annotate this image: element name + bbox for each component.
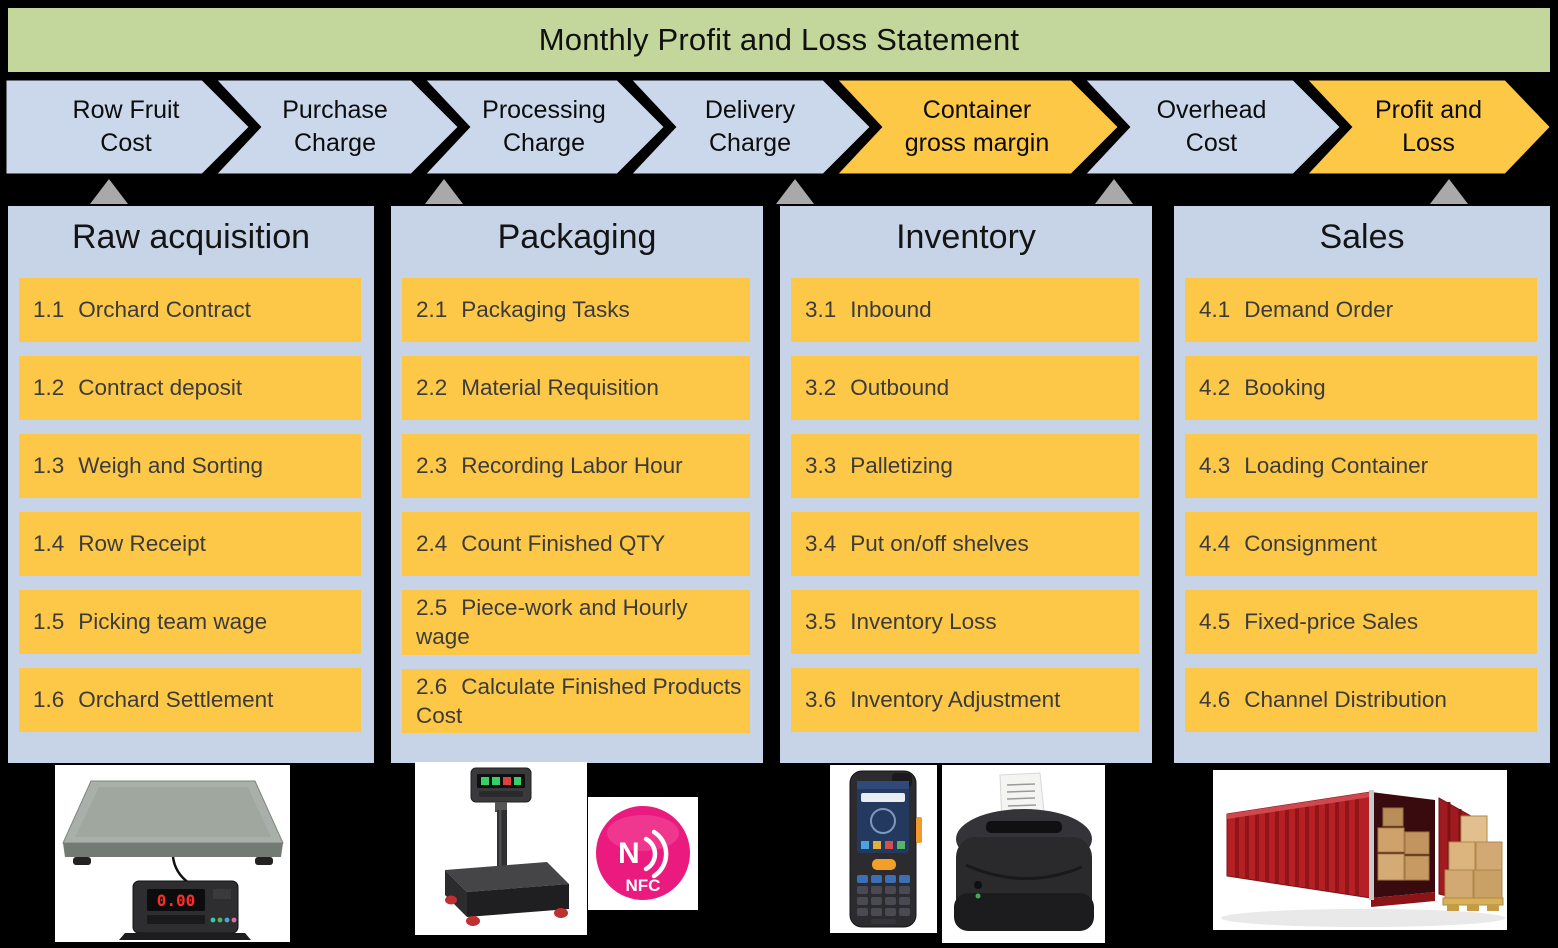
page-title: Monthly Profit and Loss Statement <box>538 22 1020 57</box>
list-item: 3.6 Inventory Adjustment <box>791 668 1139 732</box>
list-item: 1.4 Row Receipt <box>19 512 361 576</box>
panel-title: Raw acquisition <box>71 218 311 256</box>
list-item: 2.5 Piece-work and Hourly wage <box>402 590 750 655</box>
panel-sales: Sales 4.1 Demand Order 4.2 Booking 4.3 Load… <box>1174 206 1550 763</box>
flow-step-label: Row Fruit Cost <box>72 96 180 157</box>
list-item: 1.3 Weigh and Sorting <box>19 434 361 498</box>
list-item: 3.2 Outbound <box>791 356 1139 420</box>
title-bar: Monthly Profit and Loss Statement <box>8 8 1550 72</box>
list-item: 4.3 Loading Container <box>1185 434 1537 498</box>
floor-scale-image: 0.00 <box>55 765 290 942</box>
connector-triangle-icon <box>425 179 463 204</box>
panel-item-list: 3.1 Inbound 3.2 Outbound 3.3 Palletizing 3.… <box>791 278 1139 732</box>
nfc-tag-image: N NFC <box>588 797 698 910</box>
list-item: 4.4 Consignment <box>1185 512 1537 576</box>
panel-title: Sales <box>1319 218 1405 256</box>
panel-title: Packaging <box>497 218 657 256</box>
flow-step-label: Purchase Charge <box>282 96 388 157</box>
handheld-scanner-image <box>830 765 937 933</box>
nfc-glyph: N <box>618 837 640 870</box>
chevron-row-fruit-cost <box>1 75 256 179</box>
list-item: 3.5 Inventory Loss <box>791 590 1139 654</box>
connector-triangle-icon <box>90 179 128 204</box>
panel-item-list: 1.1 Orchard Contract 1.2 Contract deposit … <box>19 278 361 732</box>
list-item: 4.2 Booking <box>1185 356 1537 420</box>
list-item: 2.6 Calculate Finished Products Cost <box>402 668 750 733</box>
process-flow <box>1 75 1557 179</box>
flow-step-label: Overhead Cost <box>1156 96 1267 157</box>
scale-reading: 0.00 <box>157 891 196 910</box>
chevron-purchase-charge <box>206 75 465 179</box>
connector-triangle-icon <box>776 179 814 204</box>
chevron-overhead-cost <box>1075 75 1347 179</box>
flow-step-label: Processing Charge <box>482 96 606 157</box>
bench-scale-image <box>415 762 587 935</box>
list-item: 4.6 Channel Distribution <box>1185 668 1537 732</box>
list-item: 2.2 Material Requisition <box>402 356 750 420</box>
flow-step-label: Delivery Charge <box>704 96 796 157</box>
flow-step-label: Container gross margin <box>904 96 1050 157</box>
list-item: 1.1 Orchard Contract <box>19 278 361 342</box>
list-item: 3.3 Palletizing <box>791 434 1139 498</box>
panel-item-list: 4.1 Demand Order 4.2 Booking 4.3 Loading Co… <box>1185 278 1537 732</box>
chevron-profit-and-loss <box>1297 75 1557 179</box>
list-item: 2.4 Count Finished QTY <box>402 512 750 576</box>
panel-inventory: Inventory 3.1 Inbound 3.2 Outbound 3.3 Pall… <box>780 206 1152 763</box>
list-item: 4.1 Demand Order <box>1185 278 1537 342</box>
chevron-container-gross-margin <box>827 75 1125 179</box>
panel-packaging: Packaging 2.1 Packaging Tasks 2.2 Material… <box>391 206 763 763</box>
chevron-processing-charge <box>415 75 671 179</box>
connector-triangle-icon <box>1430 179 1468 204</box>
chevron-delivery-charge <box>621 75 877 179</box>
list-item: 2.1 Packaging Tasks <box>402 278 750 342</box>
list-item: 3.1 Inbound <box>791 278 1139 342</box>
list-item: 1.6 Orchard Settlement <box>19 668 361 732</box>
shipping-container-image <box>1213 770 1507 930</box>
nfc-label: NFC <box>626 876 661 895</box>
panel-raw-acquisition: Raw acquisition 1.1 Orchard Contract 1.2 C… <box>8 206 374 763</box>
connector-triangle-icon <box>1095 179 1133 204</box>
panel-item-list: 2.1 Packaging Tasks 2.2 Material Requisiti… <box>402 278 750 733</box>
list-item: 3.4 Put on/off shelves <box>791 512 1139 576</box>
receipt-printer-image <box>942 765 1105 943</box>
panel-title: Inventory <box>896 218 1036 256</box>
list-item: 1.2 Contract deposit <box>19 356 361 420</box>
list-item: 1.5 Picking team wage <box>19 590 361 654</box>
list-item: 4.5 Fixed-price Sales <box>1185 590 1537 654</box>
list-item: 2.3 Recording Labor Hour <box>402 434 750 498</box>
flow-step-label: Profit and Loss <box>1374 96 1482 157</box>
